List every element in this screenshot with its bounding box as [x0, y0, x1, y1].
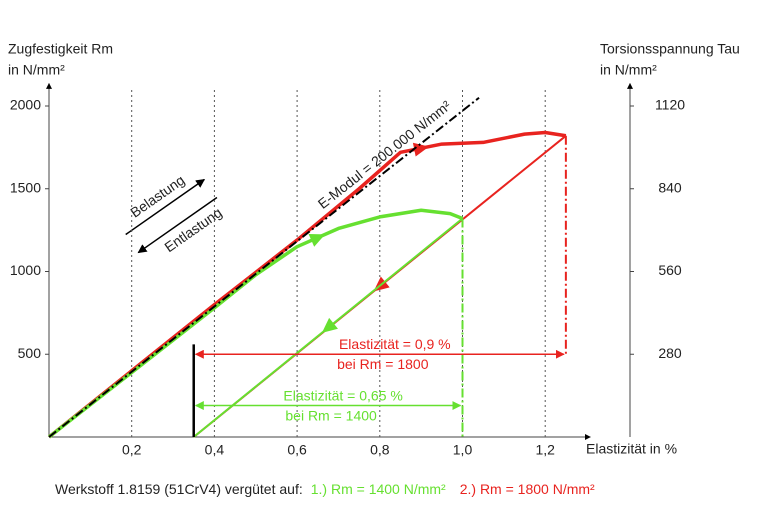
footer-text: 1.) Rm = 1400 N/mm² [311, 481, 446, 497]
y2-tick-label: 1120 [655, 97, 685, 113]
footer-text: 2.) Rm = 1800 N/mm² [460, 481, 595, 497]
span-label: Elastizität = 0,65 % [283, 387, 402, 403]
series-line [47, 130, 567, 439]
load-arrow [125, 178, 206, 236]
y-tick-label: 500 [18, 345, 42, 361]
x-axis-label: Elastizität in % [586, 441, 677, 457]
x-tick-label: 1,0 [453, 442, 473, 458]
direction-arrow [308, 233, 326, 247]
span-label: bei Rm = 1800 [337, 356, 429, 372]
load-annotation: Belastung Entlastung [125, 172, 225, 255]
unload-arrow [137, 196, 218, 254]
y-tick-label: 2000 [10, 97, 41, 113]
footer-text: Werkstoff 1.8159 (51CrV4) vergütet auf: [55, 481, 303, 497]
y-axis-label: Zugfestigkeit Rm [8, 41, 113, 57]
x-tick-label: 0,6 [287, 442, 307, 458]
y-tick-label: 1500 [10, 179, 41, 195]
y2-tick-label: 280 [658, 345, 682, 361]
y2-axis-label: in N/mm² [600, 62, 657, 78]
y-axis-label: in N/mm² [8, 62, 65, 78]
span-label: Elastizität = 0,9 % [339, 336, 451, 352]
direction-arrow [321, 317, 338, 333]
y-tick-label: 1000 [10, 262, 41, 278]
x-tick-label: 0,4 [205, 442, 225, 458]
series-label: E-Modul = 200.000 N/mm² [315, 97, 454, 212]
x-tick-label: 0,8 [370, 442, 390, 458]
y2-tick-label: 840 [658, 179, 682, 195]
series-line [48, 96, 480, 438]
x-tick-label: 0,2 [122, 442, 142, 458]
y2-axis-label: Torsionsspannung Tau [600, 41, 740, 57]
footer: Werkstoff 1.8159 (51CrV4) vergütet auf: 1… [55, 481, 595, 497]
y2-tick-label: 560 [658, 262, 682, 278]
x-tick-label: 1,2 [535, 442, 555, 458]
direction-arrow [412, 142, 429, 157]
span-label: bei Rm = 1400 [285, 407, 377, 423]
